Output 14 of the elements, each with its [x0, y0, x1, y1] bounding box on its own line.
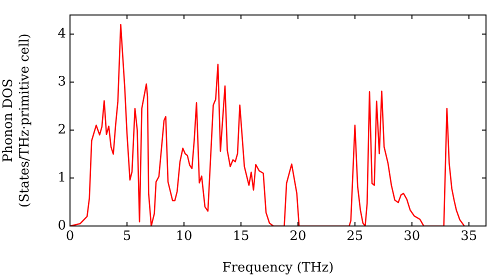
- y-axis-title: Phonon DOS (States/THz·primitive cell): [0, 33, 33, 208]
- x-axis-title: Frequency (THz): [222, 260, 334, 276]
- x-tick-label: 25: [346, 229, 364, 244]
- y-tick-label: 1: [58, 170, 66, 186]
- x-tick-label: 15: [232, 229, 250, 244]
- x-tick-label: 35: [460, 229, 478, 244]
- x-tick-label: 5: [122, 229, 132, 244]
- x-tick-label: 30: [404, 229, 420, 244]
- y-tick-label: 3: [58, 74, 66, 90]
- x-tick-label: 20: [290, 229, 306, 244]
- x-tick-label: 10: [176, 229, 192, 244]
- y-tick-label: 2: [58, 122, 66, 138]
- y-tick-label: 0: [58, 218, 66, 234]
- y-tick-label: 4: [58, 26, 66, 42]
